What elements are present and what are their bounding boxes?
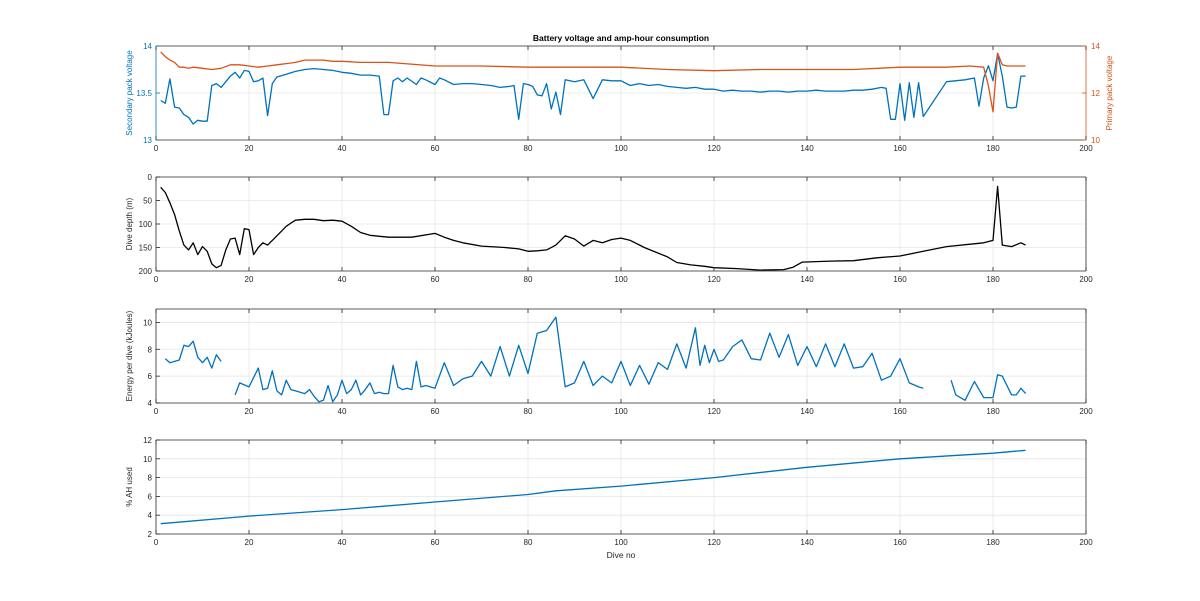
- x-tick-label: 0: [154, 144, 159, 153]
- y-axis-label: Dive depth (m): [125, 197, 134, 250]
- x-tick-label: 80: [524, 275, 533, 284]
- x-tick-label: 120: [707, 144, 721, 153]
- y-tick-label: 13.5: [136, 89, 152, 98]
- y-axis-label: Energy per dive (kJoules): [125, 310, 134, 401]
- chart-panel-1: 0 20 40 60 80 100 120 140 160 180 200 13 13.5 14 Secon…: [125, 42, 1114, 153]
- x-tick-label: 200: [1079, 538, 1093, 547]
- x-tick-label: 40: [338, 144, 347, 153]
- x-tick-label: 60: [431, 407, 440, 416]
- x-tick-label: 60: [431, 538, 440, 547]
- x-tick-label: 120: [707, 538, 721, 547]
- x-tick-label: 80: [524, 144, 533, 153]
- x-tick-label: 180: [986, 538, 1000, 547]
- y-tick-label: 50: [143, 197, 152, 206]
- series-line-1-segment-1: [164, 340, 222, 369]
- x-tick-label: 60: [431, 144, 440, 153]
- y-tick-label: 2: [148, 530, 153, 539]
- y-tick-label: 4: [148, 399, 153, 408]
- x-tick-label: 120: [707, 275, 721, 284]
- y-tick-label: 10: [143, 455, 152, 464]
- series-line-1: [160, 185, 1026, 271]
- x-tick-label: 100: [614, 538, 628, 547]
- y-tick-label: 200: [139, 267, 153, 276]
- y-tick-label: 0: [148, 173, 153, 182]
- y-tick-label: 13: [143, 136, 152, 145]
- y-tick-label: 12: [143, 436, 152, 445]
- x-tick-label: 20: [245, 275, 254, 284]
- series-line-1-segment-2: [234, 316, 924, 403]
- chart-panel-3: 0 20 40 60 80 100 120 140 160 180 200 4 6 8 10 Energy p…: [125, 308, 1093, 416]
- x-tick-label: 180: [986, 275, 1000, 284]
- y-tick-label: 6: [148, 372, 153, 381]
- x-tick-label: 120: [707, 407, 721, 416]
- x-tick-label: 160: [893, 538, 907, 547]
- right-y-tick-label: 12: [1091, 89, 1100, 98]
- x-tick-label: 160: [893, 275, 907, 284]
- x-tick-label: 40: [338, 275, 347, 284]
- x-tick-label: 60: [431, 275, 440, 284]
- y-tick-label: 14: [143, 42, 152, 51]
- x-tick-label: 160: [893, 144, 907, 153]
- y-tick-label: 6: [148, 492, 153, 501]
- y-axis-label: % AH used: [125, 467, 134, 507]
- figure-title: Battery voltage and amp-hour consumption: [533, 33, 709, 43]
- x-tick-label: 20: [245, 538, 254, 547]
- series-line-1: [160, 449, 1026, 525]
- x-tick-label: 100: [614, 144, 628, 153]
- x-tick-label: 180: [986, 144, 1000, 153]
- x-tick-label: 0: [154, 538, 159, 547]
- x-tick-label: 140: [800, 407, 814, 416]
- chart-panel-2: 0 20 40 60 80 100 120 140 160 180 200050100150200D…: [125, 173, 1093, 284]
- x-tick-label: 100: [614, 275, 628, 284]
- x-tick-label: 80: [524, 407, 533, 416]
- chart-panel-4: 0 20 40 60 80 100 120 140 160 180 200 2 4 6 8 10 12 % AH …: [125, 436, 1093, 547]
- series-line-1: [160, 52, 1026, 125]
- x-tick-label: 140: [800, 144, 814, 153]
- series-line-1-segment-3: [950, 374, 1027, 401]
- series-line-2: [160, 51, 1026, 113]
- x-tick-label: 40: [338, 407, 347, 416]
- right-y-axis-label: Primary pack voltage: [1105, 55, 1114, 130]
- x-tick-label: 0: [154, 407, 159, 416]
- x-tick-label: 80: [524, 538, 533, 547]
- right-y-tick-label: 14: [1091, 42, 1100, 51]
- y-tick-label: 150: [139, 244, 153, 253]
- y-tick-label: 8: [148, 345, 153, 354]
- x-tick-label: 0: [154, 275, 159, 284]
- x-axis-label: Dive no: [607, 550, 636, 560]
- x-tick-label: 20: [245, 144, 254, 153]
- x-tick-label: 20: [245, 407, 254, 416]
- y-axis-label: Secondary pack voltage: [125, 50, 134, 136]
- x-tick-label: 140: [800, 275, 814, 284]
- x-tick-label: 200: [1079, 144, 1093, 153]
- y-tick-label: 4: [148, 511, 153, 520]
- x-tick-label: 40: [338, 538, 347, 547]
- y-tick-label: 8: [148, 474, 153, 483]
- x-tick-label: 140: [800, 538, 814, 547]
- y-tick-label: 10: [143, 318, 152, 327]
- x-tick-label: 200: [1079, 275, 1093, 284]
- y-tick-label: 100: [139, 220, 153, 229]
- x-tick-label: 100: [614, 407, 628, 416]
- x-tick-label: 160: [893, 407, 907, 416]
- x-tick-label: 180: [986, 407, 1000, 416]
- right-y-tick-label: 10: [1091, 136, 1100, 145]
- x-tick-label: 200: [1079, 407, 1093, 416]
